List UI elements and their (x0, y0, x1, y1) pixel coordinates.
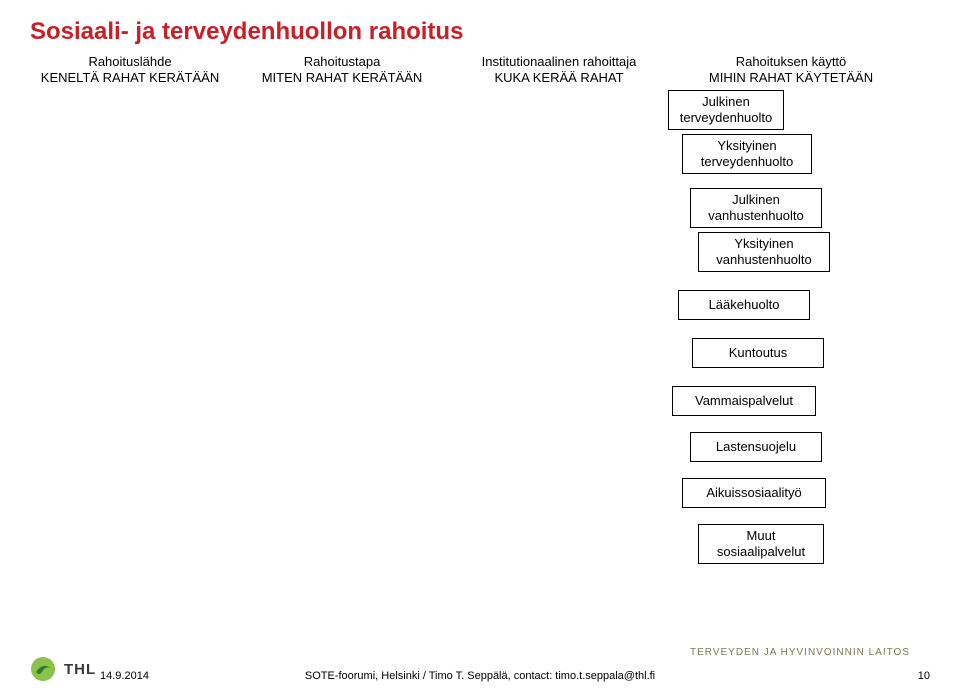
thl-logo-icon (30, 656, 56, 682)
box-line: sosiaalipalvelut (717, 544, 805, 560)
slide-footer: THL 14.9.2014 SOTE-foorumi, Helsinki / T… (0, 644, 960, 682)
category-box: Yksityinenterveydenhuolto (682, 134, 812, 174)
brand-text: THL (64, 661, 96, 678)
category-box: Lastensuojelu (690, 432, 822, 462)
header-line2: MITEN RAHAT KERÄTÄÄN (252, 70, 432, 86)
column-header: RahoituslähdeKENELTÄ RAHAT KERÄTÄÄN (30, 54, 230, 87)
header-line2: KENELTÄ RAHAT KERÄTÄÄN (30, 70, 230, 86)
box-line: Julkinen (732, 192, 780, 208)
box-line: Lastensuojelu (716, 439, 796, 455)
category-box: Lääkehuolto (678, 290, 810, 320)
category-boxes: JulkinenterveydenhuoltoYksityinenterveyd… (668, 90, 830, 564)
column-headers: RahoituslähdeKENELTÄ RAHAT KERÄTÄÄNRahoi… (30, 54, 930, 87)
footer-brand: THL (30, 656, 96, 682)
column-header: RahoitustapaMITEN RAHAT KERÄTÄÄN (252, 54, 432, 87)
category-box: Muutsosiaalipalvelut (698, 524, 824, 564)
category-box: Vammaispalvelut (672, 386, 816, 416)
category-box: Kuntoutus (692, 338, 824, 368)
category-box: Julkinenvanhustenhuolto (690, 188, 822, 228)
box-line: Lääkehuolto (709, 297, 780, 313)
box-line: Yksityinen (717, 138, 776, 154)
box-line: Aikuissosiaalityö (706, 485, 801, 501)
header-line2: MIHIN RAHAT KÄYTETÄÄN (686, 70, 896, 86)
slide-page: Sosiaali- ja terveydenhuollon rahoitus R… (0, 0, 960, 692)
box-line: terveydenhuolto (680, 110, 773, 126)
box-line: vanhustenhuolto (708, 208, 803, 224)
column-header: Institutionaalinen rahoittajaKUKA KERÄÄ … (454, 54, 664, 87)
page-title: Sosiaali- ja terveydenhuollon rahoitus (30, 18, 930, 46)
box-line: Muut (747, 528, 776, 544)
header-line1: Institutionaalinen rahoittaja (454, 54, 664, 70)
header-line1: Rahoitustapa (252, 54, 432, 70)
footer-org: TERVEYDEN JA HYVINVOINNIN LAITOS (690, 647, 910, 658)
header-line2: KUKA KERÄÄ RAHAT (454, 70, 664, 86)
box-line: Vammaispalvelut (695, 393, 793, 409)
header-line1: Rahoituksen käyttö (686, 54, 896, 70)
category-box: Aikuissosiaalityö (682, 478, 826, 508)
footer-date: 14.9.2014 (100, 670, 149, 682)
column-header: Rahoituksen käyttöMIHIN RAHAT KÄYTETÄÄN (686, 54, 896, 87)
box-line: Julkinen (702, 94, 750, 110)
footer-center: SOTE-foorumi, Helsinki / Timo T. Seppälä… (305, 670, 655, 682)
box-line: Kuntoutus (729, 345, 788, 361)
header-line1: Rahoituslähde (30, 54, 230, 70)
box-line: vanhustenhuolto (716, 252, 811, 268)
box-line: terveydenhuolto (701, 154, 794, 170)
box-line: Yksityinen (734, 236, 793, 252)
footer-page-number: 10 (918, 670, 930, 682)
category-box: Julkinenterveydenhuolto (668, 90, 784, 130)
category-box: Yksityinenvanhustenhuolto (698, 232, 830, 272)
